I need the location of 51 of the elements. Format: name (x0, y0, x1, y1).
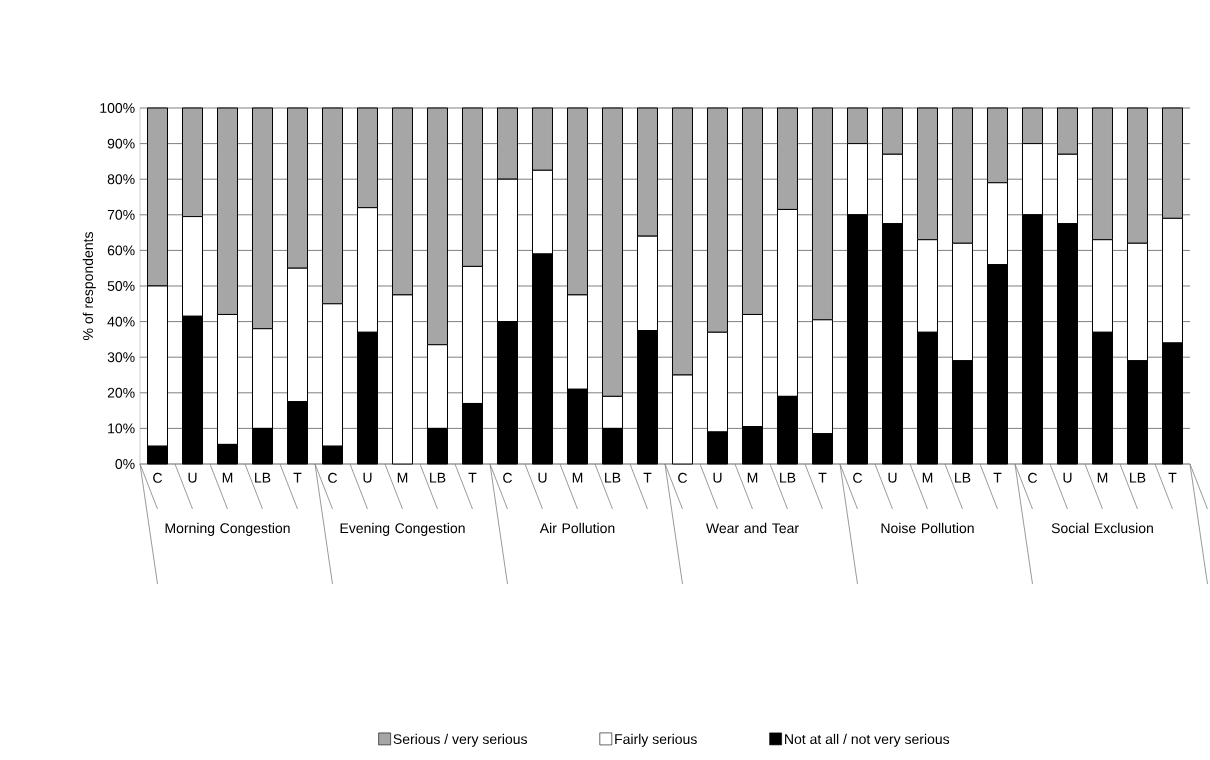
x-tick-label: LB (1130, 472, 1146, 483)
x-tick-label: LB (780, 472, 796, 483)
text: Wear and Tear (705, 522, 799, 534)
x-tick-label: T (818, 472, 827, 483)
x-tick-label: C (853, 472, 863, 483)
y-tick-label: 100% (100, 103, 135, 113)
text: Air Pollution (539, 522, 615, 534)
x-tick-label: T (993, 472, 1002, 483)
x-tick-label: U (888, 472, 897, 483)
text: Morning Congestion (165, 522, 290, 536)
x-tick-label: U (363, 472, 372, 483)
x-tick-label: T (1168, 472, 1177, 483)
y-tick-label: 80% (107, 174, 135, 185)
y-tick-label: 90% (107, 138, 135, 149)
x-tick-label: LB (955, 472, 971, 483)
y-tick-label: 0% (115, 459, 135, 469)
y-tick-label: 60% (107, 245, 135, 256)
x-tick-label: LB (430, 472, 446, 483)
x-tick-label: T (468, 472, 477, 483)
y-tick-label: 20% (107, 387, 135, 398)
y-tick-label: 70% (107, 209, 135, 220)
x-tick-label: T (293, 472, 302, 483)
x-tick-label: C (328, 472, 338, 483)
legend-label: Not at all / not very serious (785, 733, 950, 747)
y-tick-label: 40% (107, 316, 135, 327)
x-tick-label: M (572, 472, 583, 483)
x-tick-label: LB (255, 472, 271, 483)
x-tick-label: M (747, 472, 758, 483)
x-tick-label: M (922, 472, 933, 483)
text: Noise Pollution (881, 522, 974, 534)
x-tick-label: C (153, 472, 163, 483)
legend-label: Fairly serious (615, 733, 697, 747)
x-tick-label: C (678, 472, 688, 483)
y-tick-label: 10% (108, 423, 135, 434)
y-tick-label: 30% (107, 352, 135, 363)
text: Social Exclusion (1051, 522, 1153, 534)
x-tick-label: M (222, 472, 233, 483)
x-tick-label: M (1097, 472, 1108, 483)
text: Evening Congestion (340, 522, 465, 536)
x-tick-label: U (188, 472, 197, 483)
legend-label: Serious / very serious (393, 733, 527, 747)
y-axis-title: % of respondents (82, 232, 96, 340)
x-tick-label: U (538, 472, 547, 483)
x-tick-label: M (397, 472, 408, 483)
y-tick-label: 50% (107, 281, 135, 291)
x-tick-label: C (1028, 472, 1038, 483)
x-tick-label: LB (605, 472, 621, 483)
x-tick-label: T (643, 472, 652, 483)
x-tick-label: C (503, 472, 513, 483)
x-tick-label: U (1063, 472, 1072, 483)
x-tick-label: U (713, 472, 722, 483)
